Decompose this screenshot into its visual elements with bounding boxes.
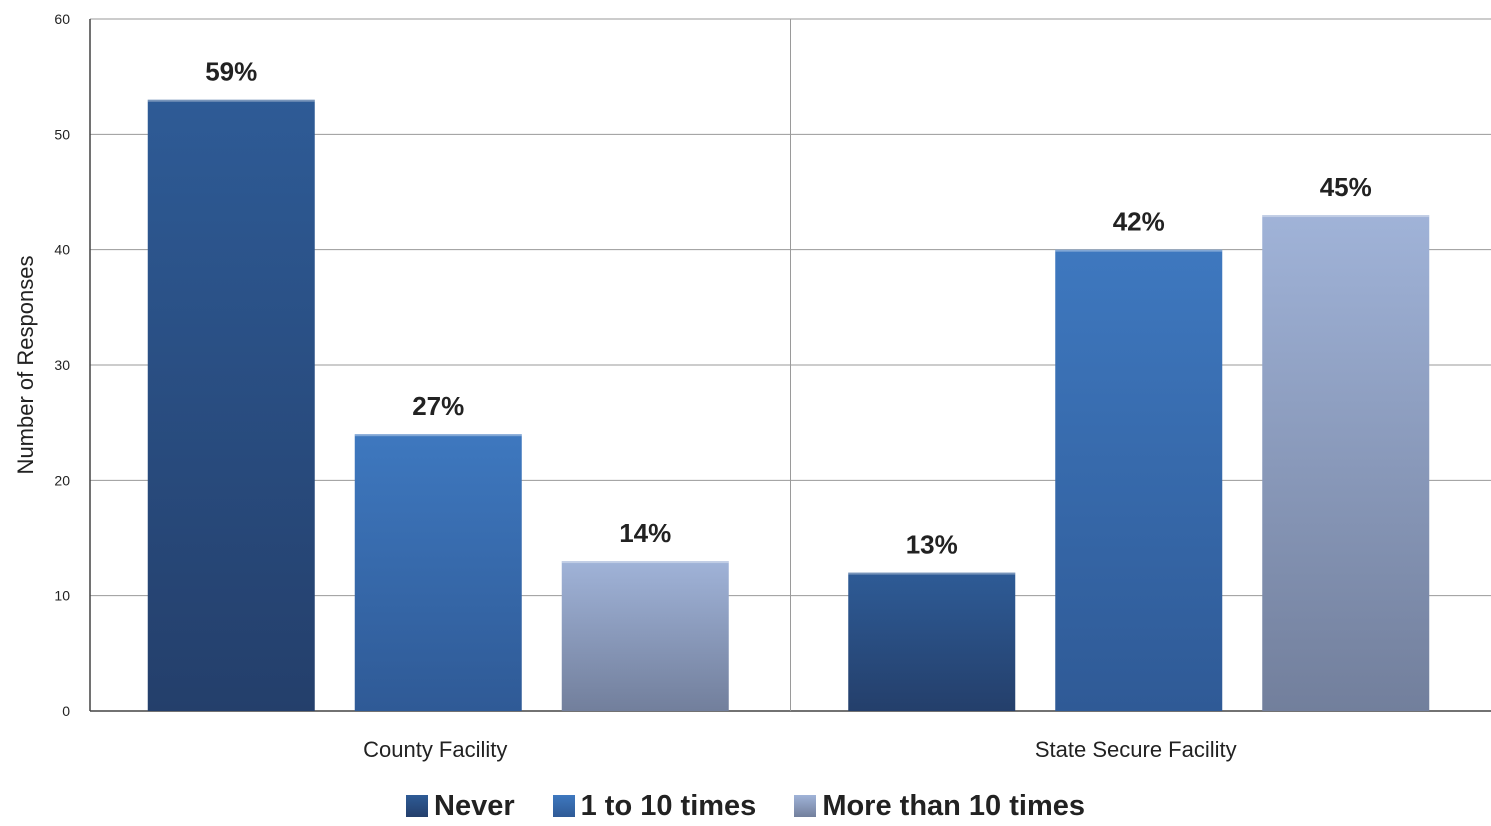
legend-item-1-to-10: 1 to 10 times [552,789,757,823]
data-label: 59% [205,57,257,87]
data-label: 14% [619,518,671,548]
grid-lines [90,18,1491,712]
bar-highlight [1262,215,1430,218]
legend-swatch-never [406,795,428,817]
bar-state-secure-facility-series-1 [1055,249,1223,711]
bar-county-facility-series-0 [147,99,315,711]
y-tick-label: 10 [54,588,70,604]
bar-highlight [147,99,315,102]
legend-item-never: Never [406,790,515,823]
data-labels: 59% 27% 14% 13% 42% 45% [205,57,1372,560]
y-tick-label: 50 [54,126,70,142]
data-label: 27% [412,391,464,421]
data-label: 42% [1113,207,1165,237]
bar-county-facility-series-2 [561,561,729,711]
legend-swatch-more-than-10 [794,795,817,817]
x-category-label: State Secure Facility [1035,737,1237,762]
axes: 0 10 20 30 40 50 60 County Facility State Secure… [54,11,1236,762]
legend-label-more-than-10: More than 10 times [822,789,1085,822]
data-label: 13% [906,530,958,560]
legend-label-never: Never [434,789,515,822]
bar-highlight [354,434,522,437]
legend: Never 1 to 10 times More than 10 times [0,786,1491,826]
legend-item-more-than-10: More than 10 times [794,790,1085,823]
legend-label-1-to-10: 1 to 10 times [580,789,757,822]
bars [147,99,1430,712]
y-tick-label: 20 [54,472,70,488]
bar-highlight [1055,249,1223,252]
x-category-label: County Facility [363,737,507,762]
bar-state-secure-facility-series-2 [1262,215,1430,712]
bar-state-secure-facility-series-0 [848,572,1016,711]
bar-chart: 0 10 20 30 40 50 60 County Facility State Secure… [13,11,1491,762]
y-tick-label: 0 [62,703,70,719]
y-tick-label: 60 [54,11,70,27]
data-label: 45% [1320,172,1372,202]
bar-highlight [561,561,729,564]
y-tick-label: 30 [54,357,70,373]
y-tick-label: 40 [54,242,70,258]
legend-swatch-1-to-10 [552,795,575,817]
bar-highlight [848,572,1016,575]
bar-county-facility-series-1 [354,434,522,711]
y-axis-title: Number of Responses [13,256,38,475]
